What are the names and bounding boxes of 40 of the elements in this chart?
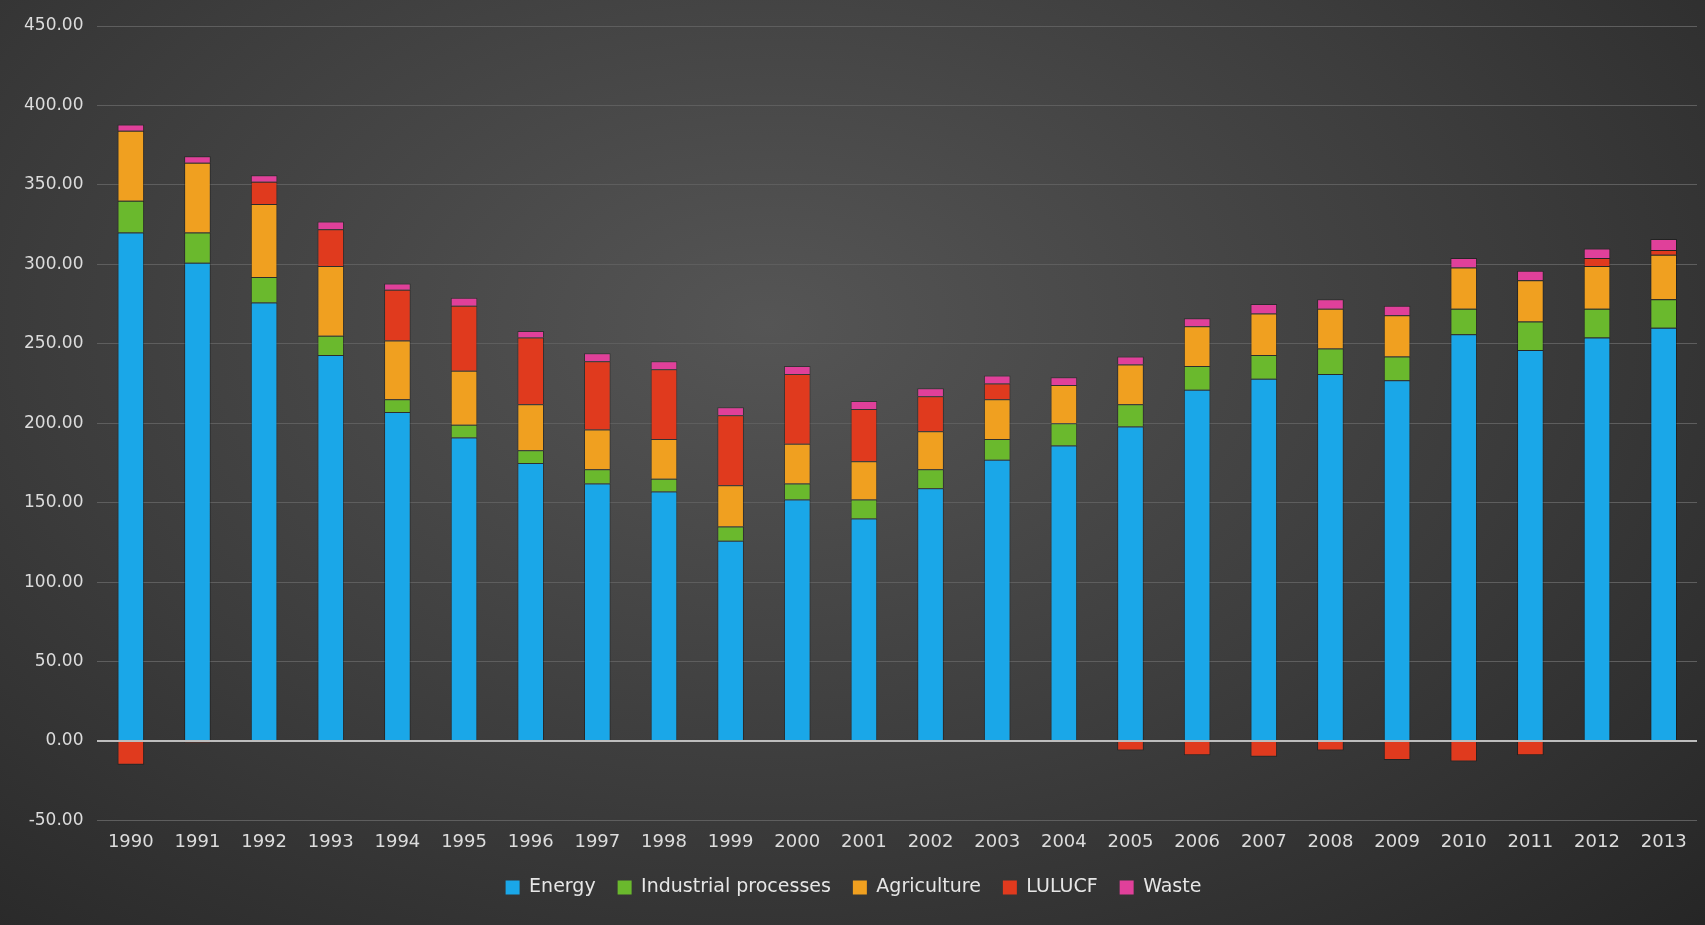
legend-label: Industrial processes [641,874,831,897]
x-tick-label: 1996 [507,829,554,851]
y-tick-label: 100.00 [24,570,84,591]
x-tick-label: 2000 [774,829,821,851]
x-tick-label: 1992 [241,829,288,851]
y-tick-label: 50.00 [34,649,84,670]
x-tick-label: 2007 [1240,829,1287,851]
x-tick-label: 2012 [1574,829,1620,851]
x-tick-label: 2005 [1107,829,1154,851]
y-tick-label: 400.00 [24,93,84,114]
x-tick-label: 1997 [574,829,621,851]
y-tick-label: 200.00 [24,411,84,432]
x-tick-label: 1994 [374,829,421,851]
x-tick-label: 2011 [1507,829,1554,851]
y-tick-label: 450.00 [24,14,84,35]
x-tick-label: 2006 [1174,829,1221,851]
x-tick-label: 2010 [1440,829,1487,851]
x-tick-label: 1991 [174,829,221,851]
x-tick-label: 2008 [1307,829,1354,851]
legend-label: Waste [1143,874,1202,897]
legend-label: LULUCF [1026,874,1098,897]
y-tick-label: 150.00 [24,491,84,512]
x-tick-label: 1993 [307,829,354,851]
x-tick-label: 2009 [1374,829,1420,851]
x-tick-label: 2003 [974,829,1021,851]
x-tick-label: 2004 [1040,829,1087,851]
x-tick-label: 2001 [841,829,887,851]
y-tick-label: 250.00 [24,332,84,353]
y-tick-label: 300.00 [24,252,84,273]
y-tick-label: -50.00 [28,808,84,829]
x-tick-label: 1999 [707,829,754,851]
x-tick-label: 2013 [1640,829,1687,851]
x-tick-label: 1995 [441,829,487,851]
x-tick-label: 1990 [107,829,154,851]
legend-label: Energy [529,874,596,897]
y-tick-label: 0.00 [45,729,84,750]
legend-label: Agriculture [876,874,981,897]
y-tick-label: 350.00 [24,173,84,194]
x-tick-label: 2002 [907,829,954,851]
x-tick-label: 1998 [641,829,687,851]
